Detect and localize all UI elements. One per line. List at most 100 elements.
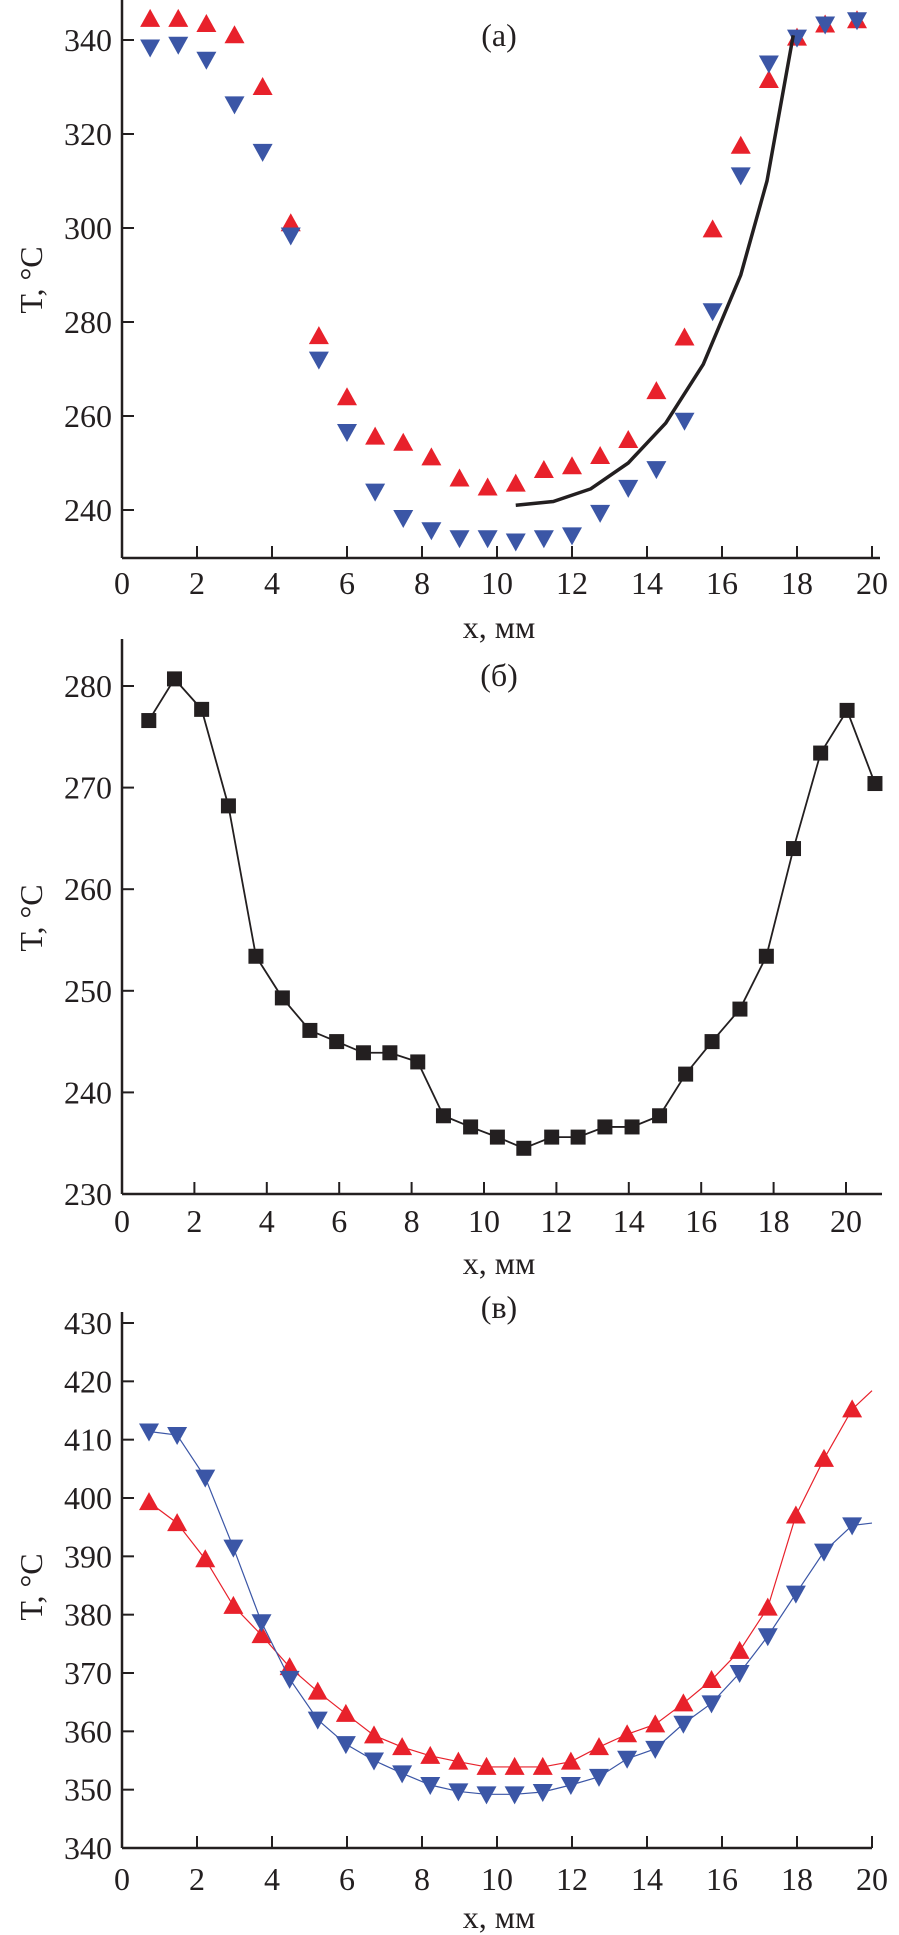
series-3-line — [515, 34, 795, 508]
data-point-triangle-down — [308, 351, 329, 370]
data-point-triangle-down — [847, 12, 867, 31]
x-tick-label: 20 — [856, 1861, 888, 1897]
x-tick-label: 16 — [706, 1861, 738, 1897]
data-point-triangle-up — [365, 426, 386, 445]
y-tick-label: 340 — [64, 1830, 112, 1866]
data-point-triangle-down — [617, 1750, 638, 1769]
data-point-triangle-down — [618, 479, 639, 498]
data-point-square — [274, 990, 290, 1006]
y-tick-label: 350 — [64, 1772, 112, 1808]
data-point-square — [410, 1054, 426, 1070]
data-point-triangle-down — [393, 509, 414, 528]
data-point-square — [624, 1119, 640, 1135]
y-tick-label: 370 — [64, 1655, 112, 1691]
x-tick-label: 20 — [856, 565, 888, 601]
data-point-triangle-up — [449, 468, 470, 487]
panel-1: 0 2 4 6 8 10 12 14 16 18 20 240 260 280 300 320 340 x, мм… — [13, 0, 888, 645]
data-point-square — [544, 1129, 560, 1145]
x-tick-label: 8 — [404, 1203, 420, 1239]
x-tick-label: 10 — [481, 565, 513, 601]
x-tick-label: 10 — [468, 1203, 500, 1239]
data-point-triangle-down — [702, 303, 723, 322]
x-tick-label: 20 — [830, 1203, 862, 1239]
data-point-triangle-up — [729, 1640, 750, 1659]
data-point-square — [732, 1001, 748, 1017]
data-point-triangle-up — [560, 1751, 581, 1770]
data-point-triangle-up — [421, 447, 442, 466]
data-point-triangle-down — [224, 96, 245, 115]
y-tick-label: 410 — [64, 1422, 112, 1458]
data-point-triangle-down — [646, 461, 667, 480]
series-1-line — [148, 677, 876, 1150]
data-point-triangle-down — [504, 1786, 525, 1805]
panel-2: 0 2 4 6 8 10 12 14 16 18 20 230 240 250 260 270 280 x, мм… — [13, 639, 883, 1281]
x-tick-label: 6 — [339, 565, 355, 601]
data-point-square — [839, 702, 855, 718]
data-point-triangle-up — [701, 1670, 722, 1688]
data-point-triangle-down — [785, 1585, 806, 1604]
y-tick-label: 230 — [64, 1176, 112, 1212]
data-point-square — [678, 1066, 694, 1082]
x-tick-label: 6 — [339, 1861, 355, 1897]
y-tick-label: 280 — [64, 668, 112, 704]
data-point-triangle-up — [196, 14, 217, 33]
x-tick-label: 0 — [114, 1861, 130, 1897]
data-point-triangle-up — [673, 1693, 694, 1712]
data-point-triangle-down — [252, 143, 273, 162]
data-point-triangle-down — [758, 55, 779, 74]
data-point-triangle-up — [420, 1745, 441, 1764]
x-tick-label: 0 — [114, 565, 130, 601]
data-point-square — [570, 1129, 586, 1145]
x-tick-label: 18 — [758, 1203, 790, 1239]
data-point-triangle-down — [139, 1423, 159, 1442]
data-point-square — [786, 841, 802, 857]
data-point-triangle-down — [477, 530, 498, 549]
data-point-triangle-up — [337, 387, 357, 406]
data-point-triangle-up — [645, 1714, 666, 1733]
data-point-triangle-up — [195, 1549, 216, 1568]
data-point-triangle-down — [421, 522, 442, 541]
y-axis-label: T, °C — [13, 884, 49, 951]
data-point-triangle-down — [223, 1539, 244, 1558]
data-point-triangle-down — [392, 1765, 413, 1784]
y-tick-label: 360 — [64, 1713, 112, 1749]
data-point-triangle-up — [730, 135, 751, 154]
data-point-triangle-down — [251, 1614, 272, 1633]
x-tick-label: 10 — [481, 1861, 513, 1897]
data-point-square — [382, 1045, 398, 1061]
data-point-square — [704, 1034, 720, 1050]
data-point-triangle-up — [307, 1681, 328, 1700]
x-tick-label: 8 — [414, 565, 430, 601]
x-tick-label: 14 — [631, 1861, 663, 1897]
data-point-triangle-down — [814, 1543, 834, 1562]
data-point-triangle-down — [505, 533, 526, 552]
data-point-triangle-up — [589, 1737, 609, 1756]
data-point-triangle-up — [393, 432, 414, 451]
y-tick-label: 280 — [64, 304, 112, 340]
data-point-square — [194, 701, 210, 717]
x-tick-label: 2 — [189, 1861, 205, 1897]
data-point-square — [355, 1045, 371, 1061]
data-point-triangle-down — [476, 1786, 497, 1805]
y-tick-label: 270 — [64, 770, 112, 806]
x-tick-label: 14 — [613, 1203, 645, 1239]
data-point-square — [141, 713, 157, 729]
data-point-triangle-down — [196, 51, 217, 70]
data-point-square — [463, 1119, 479, 1135]
data-point-triangle-up — [224, 25, 245, 44]
data-point-triangle-up — [448, 1751, 469, 1770]
x-tick-label: 4 — [259, 1203, 275, 1239]
y-tick-label: 260 — [64, 398, 112, 434]
data-point-triangle-up — [168, 8, 189, 27]
data-point-square — [758, 948, 774, 964]
y-tick-label: 390 — [64, 1538, 112, 1574]
y-axis-label: T, °C — [13, 1553, 49, 1620]
data-point-triangle-up — [504, 1756, 525, 1775]
data-point-triangle-down — [701, 1695, 722, 1714]
data-point-triangle-down — [279, 1670, 300, 1689]
data-point-triangle-down — [280, 227, 301, 246]
data-point-triangle-up — [252, 77, 273, 95]
data-point-triangle-down — [589, 1768, 609, 1787]
x-tick-label: 18 — [781, 1861, 813, 1897]
